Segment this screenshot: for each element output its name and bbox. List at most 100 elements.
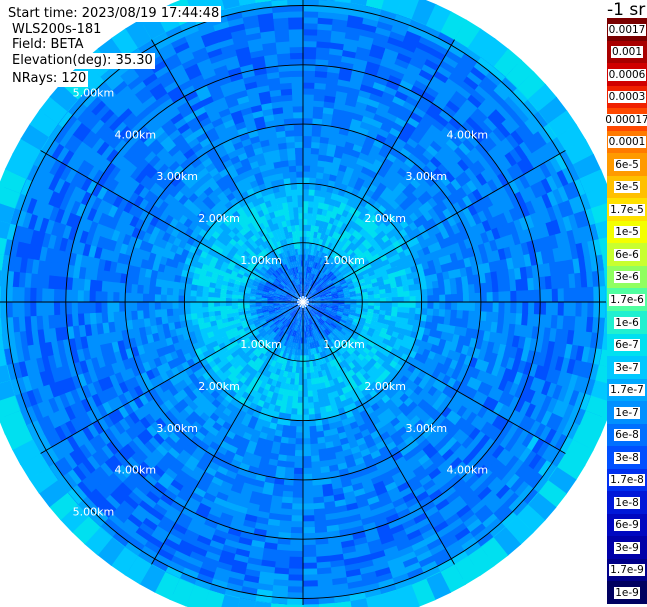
heatmap-cell	[249, 306, 257, 311]
heatmap-cell	[273, 405, 281, 413]
heatmap-cell	[535, 379, 547, 395]
heatmap-cell	[291, 402, 298, 410]
heatmap-cell	[310, 287, 316, 294]
heatmap-cell	[237, 301, 244, 306]
heatmap-cell	[338, 278, 346, 284]
heatmap-cell	[414, 434, 427, 446]
heatmap-cell	[181, 567, 199, 580]
heatmap-cell	[309, 311, 315, 317]
heatmap-cell	[305, 355, 310, 362]
heatmap-cell	[400, 551, 417, 564]
heatmap-cell	[165, 420, 178, 433]
heatmap-cell	[349, 290, 357, 295]
heatmap-cell	[428, 124, 442, 137]
heatmap-cell	[191, 513, 207, 525]
heatmap-cell	[320, 331, 326, 339]
heatmap-cell	[166, 315, 175, 324]
heatmap-cell	[350, 274, 358, 281]
heatmap-cell	[330, 571, 347, 580]
heatmap-cell	[312, 290, 318, 296]
heatmap-cell	[113, 450, 127, 466]
heatmap-cell	[289, 323, 294, 330]
heatmap-cell	[306, 291, 311, 298]
heatmap-cell	[256, 312, 264, 317]
heatmap-cell	[314, 225, 320, 233]
heatmap-cell	[366, 312, 374, 318]
heatmap-cell	[449, 95, 465, 109]
heatmap-cell	[579, 393, 592, 412]
heatmap-cell	[293, 461, 303, 469]
heatmap-cell	[80, 411, 93, 427]
heatmap-cell	[128, 376, 140, 389]
heatmap-cell	[277, 454, 287, 462]
heatmap-cell	[385, 310, 393, 317]
heatmap-cell	[119, 499, 136, 515]
heatmap-cell	[148, 409, 161, 422]
heatmap-cell	[328, 283, 336, 289]
heatmap-cell	[492, 388, 504, 403]
heatmap-cell	[456, 221, 467, 233]
heatmap-cell	[88, 511, 105, 528]
heatmap-cell	[483, 134, 498, 150]
heatmap-cell	[400, 126, 414, 139]
heatmap-cell	[285, 314, 292, 321]
heatmap-cell	[0, 409, 27, 435]
heatmap-cell	[267, 512, 281, 521]
heatmap-cell	[559, 150, 574, 169]
heatmap-cell	[143, 401, 155, 414]
heatmap-cell	[320, 214, 327, 222]
heatmap-cell	[131, 486, 147, 501]
heatmap-cell	[546, 190, 559, 208]
heatmap-cell	[481, 513, 498, 529]
heatmap-cell	[332, 439, 342, 448]
heatmap-cell	[478, 468, 493, 484]
heatmap-cell	[384, 283, 392, 290]
heatmap-cell	[164, 467, 178, 480]
heatmap-cell	[437, 131, 451, 144]
heatmap-cell	[83, 312, 91, 325]
heatmap-cell	[303, 289, 306, 297]
heatmap-cell	[214, 377, 224, 387]
heatmap-cell	[0, 379, 15, 401]
heatmap-cell	[145, 424, 158, 438]
heatmap-cell	[316, 436, 326, 445]
heatmap-cell	[430, 273, 439, 282]
heatmap-cell	[511, 232, 522, 246]
heatmap-cell	[399, 79, 415, 91]
heatmap-cell	[372, 512, 387, 523]
heatmap-cell	[537, 460, 553, 478]
heatmap-cell	[313, 88, 326, 96]
heatmap-cell	[270, 495, 283, 504]
heatmap-cell	[518, 141, 533, 158]
heatmap-cell	[397, 111, 411, 123]
heatmap-cell	[451, 39, 469, 54]
heatmap-cell	[416, 122, 430, 135]
heatmap-cell	[147, 358, 157, 370]
heatmap-cell	[459, 80, 476, 96]
heatmap-cell	[32, 435, 47, 454]
heatmap-cell	[550, 315, 559, 330]
heatmap-cell	[173, 474, 187, 487]
heatmap-cell	[304, 313, 306, 321]
heatmap-cell	[538, 111, 549, 125]
heatmap-cell	[137, 550, 155, 565]
heatmap-cell	[397, 263, 406, 272]
heatmap-cell	[362, 302, 369, 306]
heatmap-cell	[302, 568, 318, 576]
heatmap-cell	[450, 309, 458, 319]
heatmap-cell	[562, 388, 575, 405]
heatmap-cell	[357, 334, 366, 342]
heatmap-cell	[264, 370, 272, 379]
heatmap-cell	[335, 271, 342, 278]
heatmap-cell	[334, 420, 344, 429]
heatmap-cell	[491, 227, 502, 241]
heatmap-cell	[285, 461, 295, 469]
heatmap-cell	[273, 573, 289, 581]
heatmap-cell	[398, 513, 414, 525]
heatmap-cell	[307, 312, 312, 319]
heatmap-cell	[412, 465, 426, 477]
heatmap-cell	[263, 314, 271, 320]
heatmap-cell	[514, 384, 525, 400]
heatmap-cell	[326, 361, 333, 370]
heatmap-cell	[303, 4, 320, 12]
